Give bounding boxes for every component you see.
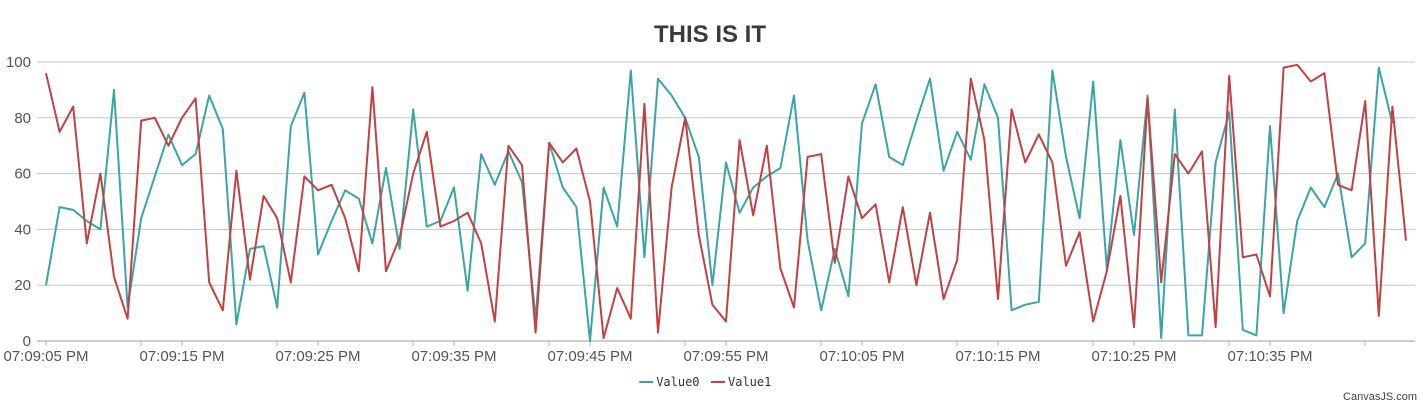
y-tick-label: 0 <box>23 333 31 350</box>
x-tick-label: 07:09:15 PM <box>139 348 224 365</box>
y-tick-label: 80 <box>14 110 31 127</box>
y-tick-label: 20 <box>14 277 31 294</box>
chart-title: THIS IS IT <box>654 21 766 48</box>
x-tick-label: 07:09:25 PM <box>275 348 360 365</box>
y-tick-label: 100 <box>6 54 31 71</box>
x-tick-label: 07:09:35 PM <box>411 348 496 365</box>
x-tick-label: 07:10:15 PM <box>955 348 1040 365</box>
x-tick-label: 07:09:05 PM <box>3 348 88 365</box>
credit-label[interactable]: CanvasJS.com <box>1343 391 1417 403</box>
legend-item-value1[interactable]: Value1 <box>711 375 771 389</box>
x-tick-label: 07:10:05 PM <box>819 348 904 365</box>
x-tick-label: 07:10:35 PM <box>1227 348 1312 365</box>
x-tick-label: 07:09:55 PM <box>683 348 768 365</box>
y-tick-label: 60 <box>14 166 31 183</box>
series-lines <box>45 63 1407 342</box>
series-line-value1 <box>45 63 1407 340</box>
x-tick-label: 07:09:45 PM <box>547 348 632 365</box>
legend-label: Value0 <box>656 375 699 389</box>
y-tick-label: 40 <box>14 221 31 238</box>
axes: 0 20 40 60 80 100 07:09:05 PM 07:09:15 PM 07:09:… <box>3 54 1415 365</box>
x-tick-label: 07:10:25 PM <box>1091 348 1176 365</box>
legend-item-value0[interactable]: Value0 <box>639 375 700 389</box>
legend-label: Value1 <box>728 375 771 389</box>
series-line-value0 <box>45 66 1394 342</box>
legend: Value0 Value1 <box>639 375 771 389</box>
